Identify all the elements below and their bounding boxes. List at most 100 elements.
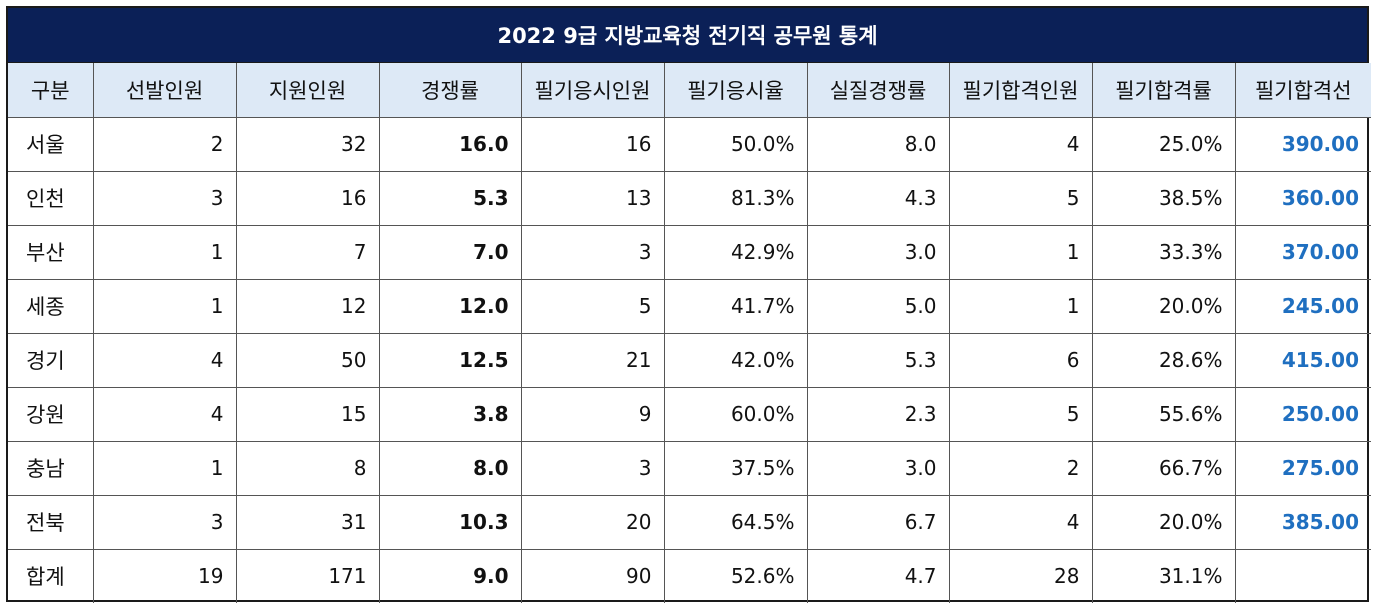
cell-real-competition[interactable]: 2.3 [806, 386, 950, 442]
col-header-selected[interactable]: 선발인원 [92, 63, 237, 118]
col-header-cutoff[interactable]: 필기합격선 [1234, 63, 1371, 118]
col-header-passed[interactable]: 필기합격인원 [948, 63, 1093, 118]
cell-pass-rate[interactable]: 55.6% [1091, 386, 1236, 442]
cell-exam-rate[interactable]: 60.0% [663, 386, 808, 442]
col-header-region[interactable]: 구분 [8, 63, 94, 118]
cell-real-competition[interactable]: 3.0 [806, 224, 950, 280]
cell-passed[interactable]: 4 [948, 116, 1093, 172]
cell-applicants[interactable]: 50 [235, 332, 380, 388]
col-header-exam-rate[interactable]: 필기응시율 [663, 63, 808, 118]
cell-selected[interactable]: 1 [92, 440, 237, 496]
cell-selected[interactable]: 4 [92, 386, 237, 442]
cell-exam-rate[interactable]: 50.0% [663, 116, 808, 172]
cell-applicants[interactable]: 12 [235, 278, 380, 334]
cell-cutoff[interactable]: 390.00 [1234, 116, 1371, 172]
cell-exam-takers[interactable]: 3 [520, 440, 665, 496]
cell-region[interactable]: 충남 [8, 440, 94, 496]
cell-region[interactable]: 전북 [8, 494, 94, 550]
cell-exam-rate[interactable]: 42.9% [663, 224, 808, 280]
col-header-competition[interactable]: 경쟁률 [378, 63, 522, 118]
cell-exam-rate[interactable]: 42.0% [663, 332, 808, 388]
cell-exam-takers[interactable]: 9 [520, 386, 665, 442]
cell-cutoff[interactable]: 370.00 [1234, 224, 1371, 280]
col-header-applicants[interactable]: 지원인원 [235, 63, 380, 118]
cell-pass-rate[interactable]: 20.0% [1091, 494, 1236, 550]
cell-exam-takers[interactable]: 5 [520, 278, 665, 334]
cell-cutoff[interactable]: 360.00 [1234, 170, 1371, 226]
cell-pass-rate[interactable]: 31.1% [1091, 548, 1236, 603]
cell-pass-rate[interactable]: 28.6% [1091, 332, 1236, 388]
cell-exam-takers[interactable]: 3 [520, 224, 665, 280]
cell-competition[interactable]: 3.8 [378, 386, 522, 442]
cell-real-competition[interactable]: 6.7 [806, 494, 950, 550]
cell-cutoff[interactable]: 250.00 [1234, 386, 1371, 442]
cell-cutoff[interactable]: 275.00 [1234, 440, 1371, 496]
cell-applicants[interactable]: 32 [235, 116, 380, 172]
cell-passed[interactable]: 5 [948, 386, 1093, 442]
cell-real-competition[interactable]: 8.0 [806, 116, 950, 172]
cell-cutoff[interactable]: 385.00 [1234, 494, 1371, 550]
cell-selected[interactable]: 19 [92, 548, 237, 603]
cell-passed[interactable]: 6 [948, 332, 1093, 388]
cell-applicants[interactable]: 8 [235, 440, 380, 496]
cell-cutoff[interactable]: 415.00 [1234, 332, 1371, 388]
cell-pass-rate[interactable]: 66.7% [1091, 440, 1236, 496]
cell-applicants[interactable]: 31 [235, 494, 380, 550]
cell-competition[interactable]: 12.5 [378, 332, 522, 388]
cell-region[interactable]: 강원 [8, 386, 94, 442]
cell-exam-rate[interactable]: 64.5% [663, 494, 808, 550]
cell-passed[interactable]: 4 [948, 494, 1093, 550]
cell-selected[interactable]: 4 [92, 332, 237, 388]
cell-competition[interactable]: 10.3 [378, 494, 522, 550]
cell-exam-rate[interactable]: 81.3% [663, 170, 808, 226]
cell-pass-rate[interactable]: 38.5% [1091, 170, 1236, 226]
col-header-pass-rate[interactable]: 필기합격률 [1091, 63, 1236, 118]
cell-selected[interactable]: 3 [92, 170, 237, 226]
cell-competition[interactable]: 16.0 [378, 116, 522, 172]
cell-real-competition[interactable]: 5.0 [806, 278, 950, 334]
cell-competition[interactable]: 9.0 [378, 548, 522, 603]
cell-applicants[interactable]: 15 [235, 386, 380, 442]
cell-exam-takers[interactable]: 90 [520, 548, 665, 603]
cell-real-competition[interactable]: 3.0 [806, 440, 950, 496]
cell-real-competition[interactable]: 4.3 [806, 170, 950, 226]
cell-exam-takers[interactable]: 21 [520, 332, 665, 388]
cell-real-competition[interactable]: 4.7 [806, 548, 950, 603]
cell-region[interactable]: 합계 [8, 548, 94, 603]
cell-competition[interactable]: 12.0 [378, 278, 522, 334]
cell-passed[interactable]: 1 [948, 224, 1093, 280]
cell-exam-takers[interactable]: 16 [520, 116, 665, 172]
cell-pass-rate[interactable]: 20.0% [1091, 278, 1236, 334]
cell-selected[interactable]: 1 [92, 278, 237, 334]
cell-passed[interactable]: 28 [948, 548, 1093, 603]
cell-passed[interactable]: 2 [948, 440, 1093, 496]
cell-exam-rate[interactable]: 37.5% [663, 440, 808, 496]
cell-selected[interactable]: 3 [92, 494, 237, 550]
cell-exam-rate[interactable]: 41.7% [663, 278, 808, 334]
cell-passed[interactable]: 1 [948, 278, 1093, 334]
cell-region[interactable]: 세종 [8, 278, 94, 334]
cell-cutoff[interactable]: 245.00 [1234, 278, 1371, 334]
cell-exam-takers[interactable]: 20 [520, 494, 665, 550]
cell-real-competition[interactable]: 5.3 [806, 332, 950, 388]
cell-competition[interactable]: 8.0 [378, 440, 522, 496]
cell-region[interactable]: 부산 [8, 224, 94, 280]
cell-selected[interactable]: 2 [92, 116, 237, 172]
cell-region[interactable]: 경기 [8, 332, 94, 388]
cell-pass-rate[interactable]: 25.0% [1091, 116, 1236, 172]
cell-exam-rate[interactable]: 52.6% [663, 548, 808, 603]
cell-exam-takers[interactable]: 13 [520, 170, 665, 226]
cell-region[interactable]: 서울 [8, 116, 94, 172]
cell-applicants[interactable]: 16 [235, 170, 380, 226]
cell-selected[interactable]: 1 [92, 224, 237, 280]
col-header-real-competition[interactable]: 실질경쟁률 [806, 63, 950, 118]
cell-competition[interactable]: 5.3 [378, 170, 522, 226]
cell-passed[interactable]: 5 [948, 170, 1093, 226]
cell-applicants[interactable]: 171 [235, 548, 380, 603]
cell-pass-rate[interactable]: 33.3% [1091, 224, 1236, 280]
cell-region[interactable]: 인천 [8, 170, 94, 226]
cell-applicants[interactable]: 7 [235, 224, 380, 280]
cell-cutoff[interactable] [1234, 548, 1371, 603]
cell-competition[interactable]: 7.0 [378, 224, 522, 280]
col-header-exam-takers[interactable]: 필기응시인원 [520, 63, 665, 118]
